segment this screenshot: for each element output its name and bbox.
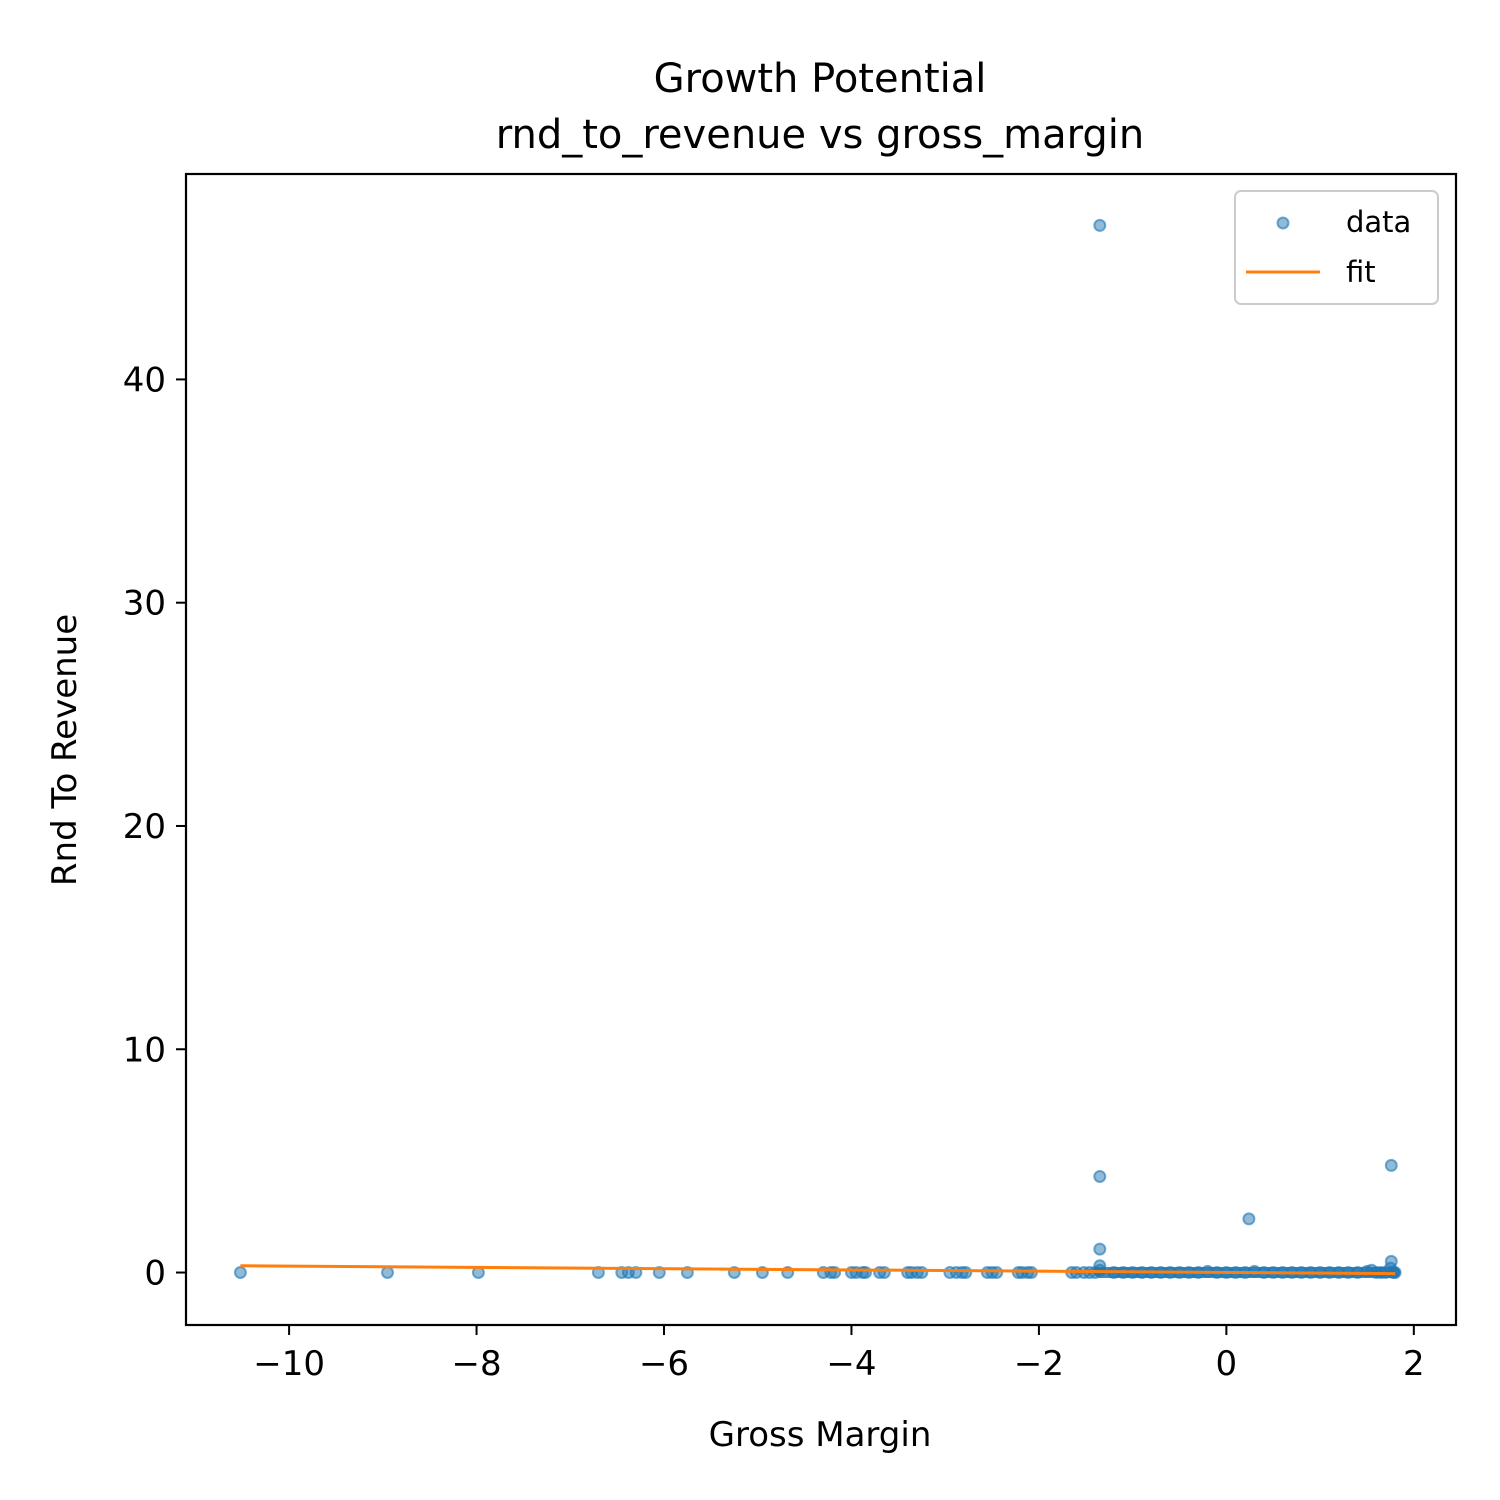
chart-subtitle: rnd_to_revenue vs gross_margin — [496, 112, 1145, 158]
y-axis-label: Rnd To Revenue — [45, 614, 85, 886]
data-point — [1093, 1242, 1107, 1256]
x-tick-label: −10 — [253, 1344, 325, 1384]
data-point — [1384, 1254, 1398, 1268]
data-point — [915, 1266, 929, 1279]
y-tick-label: 20 — [123, 807, 166, 847]
legend-data-marker — [1276, 216, 1290, 230]
x-tick-label: −4 — [826, 1344, 876, 1384]
fit-line-layer — [240, 1264, 1396, 1276]
legend: data fit — [1234, 190, 1439, 305]
x-tick-label: −8 — [451, 1344, 501, 1384]
plot-frame — [184, 172, 1458, 1327]
data-point — [990, 1266, 1004, 1279]
chart-title: Growth Potential — [654, 56, 987, 102]
y-axis: 0 10 20 30 40 — [123, 360, 186, 1294]
y-tick-label: 10 — [123, 1030, 166, 1070]
data-point — [381, 1266, 394, 1279]
data-point — [1242, 1212, 1256, 1226]
x-axis: −10 −8 −6 −4 −2 0 2 — [253, 1325, 1425, 1384]
x-tick-label: 2 — [1403, 1344, 1425, 1384]
data-point — [1093, 218, 1107, 232]
x-axis-label: Gross Margin — [709, 1415, 932, 1455]
legend-data-label: data — [1346, 205, 1411, 239]
y-tick-label: 40 — [123, 360, 166, 400]
x-tick-label: −2 — [1014, 1344, 1064, 1384]
y-tick-label: 0 — [144, 1254, 166, 1294]
data-point — [1384, 1158, 1398, 1172]
data-point — [233, 1266, 247, 1279]
legend-fit-label: fit — [1346, 255, 1376, 289]
y-tick-label: 30 — [123, 584, 166, 624]
data-point — [1093, 1170, 1107, 1183]
plot-area — [184, 172, 1458, 1327]
fit-line — [240, 1264, 1396, 1276]
x-tick-label: 0 — [1216, 1344, 1238, 1384]
data-point — [959, 1266, 973, 1279]
plot-background — [186, 174, 1456, 1325]
x-tick-label: −6 — [639, 1344, 689, 1384]
